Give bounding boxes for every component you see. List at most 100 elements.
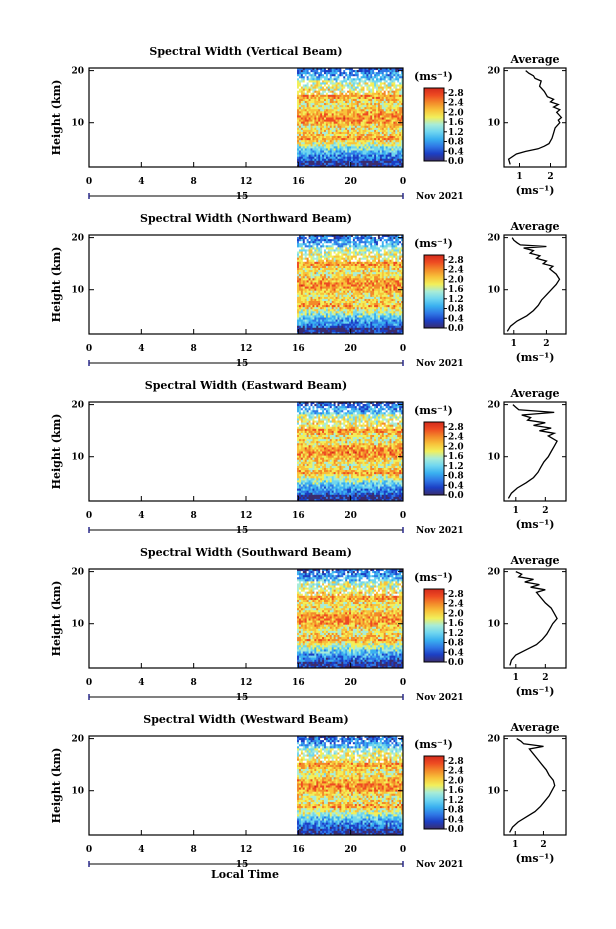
heatmap-cell bbox=[377, 121, 381, 125]
heatmap-cell bbox=[366, 160, 369, 164]
heatmap-cell bbox=[397, 255, 400, 259]
heatmap-cell bbox=[329, 80, 333, 83]
heatmap-cell bbox=[329, 115, 333, 118]
heatmap-cell bbox=[352, 115, 356, 118]
heatmap-cell bbox=[347, 76, 350, 79]
heatmap-cell bbox=[370, 101, 373, 104]
heatmap-cell bbox=[397, 111, 400, 114]
heatmap-cell bbox=[345, 270, 348, 273]
heatmap-cell bbox=[397, 76, 400, 79]
heatmap-cell bbox=[401, 123, 404, 127]
heatmap-cell bbox=[393, 136, 396, 139]
heatmap-cell bbox=[345, 272, 348, 275]
heatmap-cell bbox=[329, 121, 333, 125]
heatmap-cell bbox=[308, 148, 311, 151]
heatmap-cell bbox=[372, 107, 375, 110]
heatmap-cell bbox=[397, 270, 400, 273]
heatmap-cell bbox=[339, 107, 342, 110]
heatmap-cell bbox=[343, 119, 346, 123]
heatmap-cell bbox=[347, 253, 350, 257]
heatmap-cell bbox=[356, 243, 360, 246]
heatmap-cell bbox=[401, 84, 404, 87]
heatmap-cell bbox=[389, 105, 392, 108]
heatmap-cell bbox=[298, 140, 302, 143]
heatmap-cell bbox=[374, 239, 377, 242]
heatmap-cell bbox=[304, 129, 308, 133]
heatmap-cell bbox=[393, 107, 396, 110]
heatmap-cell bbox=[354, 78, 358, 81]
heatmap-cell bbox=[297, 72, 300, 75]
heatmap-cell bbox=[349, 96, 352, 100]
heatmap-cell bbox=[366, 129, 369, 133]
heatmap-cell bbox=[387, 105, 390, 108]
heatmap-cell bbox=[385, 94, 388, 98]
heatmap-cell bbox=[318, 162, 321, 166]
heatmap-cell bbox=[329, 237, 333, 240]
heatmap-cell bbox=[297, 131, 300, 135]
heatmap-cell bbox=[304, 113, 308, 116]
heatmap-cell bbox=[339, 243, 342, 246]
heatmap-cell bbox=[331, 160, 335, 164]
heatmap-cell bbox=[391, 241, 394, 244]
heatmap-cell bbox=[377, 88, 381, 92]
heatmap-cell bbox=[374, 115, 377, 118]
heatmap-cell bbox=[297, 150, 300, 153]
heatmap-cell bbox=[314, 261, 317, 265]
heatmap-cell bbox=[335, 74, 338, 77]
heatmap-cell bbox=[350, 86, 354, 90]
heatmap-cell bbox=[381, 140, 385, 143]
heatmap-cell bbox=[318, 140, 321, 143]
heatmap-cell bbox=[381, 92, 385, 96]
heatmap-cell bbox=[350, 253, 354, 257]
heatmap-cell bbox=[298, 164, 302, 168]
panel-1: Spectral Width (Vertical Beam)2010Height… bbox=[50, 45, 567, 202]
heatmap-cell bbox=[310, 142, 313, 145]
heatmap-cell bbox=[360, 253, 363, 257]
heatmap-cell bbox=[318, 268, 321, 271]
heatmap-cell bbox=[391, 245, 394, 248]
heatmap-cell bbox=[377, 111, 381, 114]
heatmap-cell bbox=[329, 111, 333, 114]
heatmap-cell bbox=[343, 74, 346, 77]
heatmap-cell bbox=[312, 148, 315, 151]
heatmap-cell bbox=[352, 140, 356, 143]
heatmap-cell bbox=[347, 156, 350, 160]
heatmap-cell bbox=[339, 251, 342, 254]
heatmap-cell bbox=[304, 76, 308, 79]
heatmap-cell bbox=[379, 78, 383, 81]
heatmap-cell bbox=[370, 94, 373, 98]
heatmap-cell bbox=[341, 268, 344, 271]
heatmap-cell bbox=[370, 68, 373, 71]
heatmap-cell bbox=[312, 86, 315, 90]
heatmap-cell bbox=[350, 255, 354, 259]
heatmap-cell bbox=[356, 86, 360, 90]
heatmap-cell bbox=[333, 121, 336, 125]
heatmap-cell bbox=[318, 105, 321, 108]
heatmap-cell bbox=[381, 158, 385, 162]
heatmap-cell bbox=[362, 88, 365, 92]
heatmap-cell bbox=[324, 235, 327, 238]
heatmap-cell bbox=[356, 90, 360, 94]
heatmap-cell bbox=[318, 257, 321, 261]
heatmap-cell bbox=[300, 247, 304, 250]
heatmap-cell bbox=[300, 80, 304, 83]
heatmap-cell bbox=[376, 84, 379, 87]
heatmap-cell bbox=[350, 103, 354, 106]
heatmap-cell bbox=[322, 80, 325, 83]
heatmap-cell bbox=[310, 123, 313, 127]
heatmap-cell bbox=[297, 241, 300, 244]
heatmap-cell bbox=[372, 272, 375, 275]
heatmap-cell bbox=[306, 150, 309, 153]
heatmap-cell bbox=[327, 123, 331, 127]
heatmap-cell bbox=[370, 131, 373, 135]
heatmap-cell bbox=[349, 101, 352, 104]
heatmap-cell bbox=[310, 74, 313, 77]
heatmap-cell bbox=[310, 245, 313, 248]
heatmap-cell bbox=[320, 90, 323, 94]
heatmap-cell bbox=[322, 96, 325, 100]
heatmap-cell bbox=[368, 247, 371, 250]
heatmap-cell bbox=[389, 131, 392, 135]
heatmap-cell bbox=[306, 140, 309, 143]
heatmap-cell bbox=[345, 158, 348, 162]
heatmap-cell bbox=[370, 90, 373, 94]
